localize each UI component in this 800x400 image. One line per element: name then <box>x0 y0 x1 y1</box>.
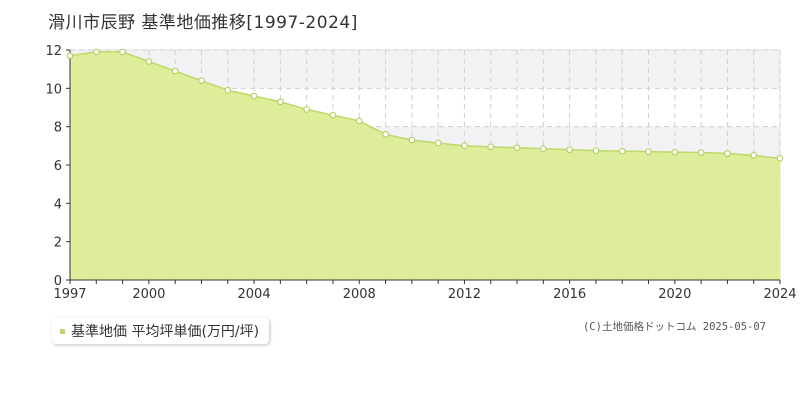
x-tick-label: 2020 <box>658 287 691 302</box>
data-point <box>303 106 310 113</box>
data-point <box>645 148 652 155</box>
y-tick-label: 0 <box>54 274 62 289</box>
legend: 基準地価 平均坪単価(万円/坪) <box>52 318 270 344</box>
x-tick-label: 2008 <box>343 287 376 302</box>
x-tick-label: 2012 <box>448 287 481 302</box>
y-tick-label: 6 <box>54 159 62 174</box>
data-point <box>408 136 416 144</box>
data-point <box>697 149 705 156</box>
y-tick-label: 10 <box>45 82 62 97</box>
data-point <box>329 111 337 119</box>
data-point <box>355 117 363 125</box>
data-point <box>592 147 600 154</box>
y-tick-label: 4 <box>54 197 62 212</box>
data-point <box>540 145 547 153</box>
series-line <box>69 51 781 160</box>
data-point <box>566 146 573 153</box>
data-point <box>250 92 258 100</box>
data-point <box>198 77 205 84</box>
legend-swatch <box>60 328 65 334</box>
data-point <box>66 52 74 60</box>
series-area <box>70 51 780 280</box>
data-point <box>92 48 100 56</box>
data-point <box>724 150 731 157</box>
data-point <box>776 154 784 162</box>
data-point <box>461 142 468 150</box>
x-tick-label: 1997 <box>53 287 86 302</box>
data-point <box>487 143 495 151</box>
data-point <box>145 58 153 65</box>
data-point <box>618 147 626 155</box>
data-point <box>224 86 232 94</box>
data-point <box>277 98 284 106</box>
data-point <box>671 148 679 156</box>
chart-title: 滑川市辰野 基準地価推移[1997-2024] <box>48 13 358 33</box>
data-point <box>382 131 389 138</box>
x-tick-label: 2016 <box>553 287 586 302</box>
data-point <box>513 144 521 152</box>
x-tick-label: 2004 <box>238 287 271 302</box>
x-tick-label: 2024 <box>763 287 796 302</box>
legend-label: 基準地価 平均坪単価(万円/坪) <box>71 324 260 340</box>
y-tick-label: 2 <box>54 236 62 251</box>
y-tick-label: 8 <box>54 121 62 136</box>
data-point <box>434 139 442 147</box>
data-point <box>119 48 126 56</box>
data-point <box>750 152 758 159</box>
y-tick-label: 12 <box>45 44 62 59</box>
credit-text: (C)土地価格ドットコム 2025-05-07 <box>582 321 766 333</box>
data-point <box>171 67 179 75</box>
x-tick-label: 2000 <box>132 287 165 302</box>
